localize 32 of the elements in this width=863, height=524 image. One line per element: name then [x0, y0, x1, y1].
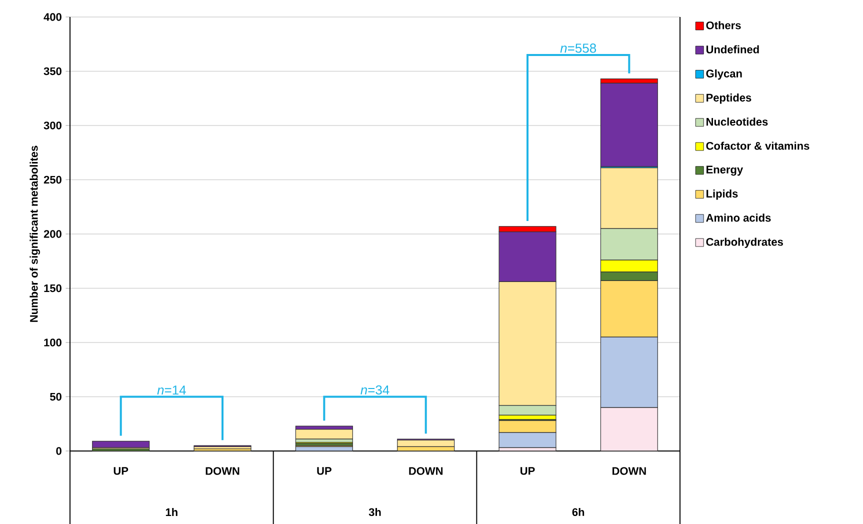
y-tick-label: 0: [56, 447, 62, 455]
legend-label: Carbohydrates: [706, 238, 783, 248]
legend-label: Glycan: [706, 69, 742, 80]
legend-label: Energy: [706, 166, 744, 176]
y-tick-label: 50: [50, 392, 62, 401]
x-tick-label: UP: [114, 467, 128, 475]
legend-label: Cofactor & vitamins: [706, 142, 810, 150]
annotation: n=34: [360, 385, 390, 395]
y-tick-label: 200: [44, 230, 62, 238]
legend-label: Undefined: [706, 45, 759, 54]
y-tick-label: 150: [44, 284, 62, 292]
legend-label: Amino acids: [706, 214, 771, 222]
legend-label: Others: [706, 21, 741, 30]
legend-label: Nucleotides: [706, 118, 768, 126]
x-tick-label: DOWN: [206, 467, 240, 475]
y-tick-label: 400: [44, 13, 62, 21]
x-tick-label: DOWN: [409, 467, 443, 475]
text: 3h: [368, 508, 381, 516]
y-tick-label: 300: [44, 122, 62, 130]
legend-label: Peptides: [706, 93, 752, 104]
legend-label: Lipids: [706, 190, 738, 200]
annotation: n=558: [560, 44, 596, 53]
y-tick-label: 100: [44, 338, 62, 346]
y-tick-label: 350: [44, 67, 62, 76]
annotation: n=14: [157, 386, 186, 395]
text: 1h: [166, 508, 178, 516]
y-tick-label: 250: [44, 176, 62, 184]
x-tick-label: UP: [520, 467, 535, 475]
x-tick-label: UP: [317, 467, 332, 475]
text: 6h: [572, 508, 584, 516]
y-axis-title: Number of significant metabolites: [30, 146, 40, 322]
x-tick-label: DOWN: [612, 467, 646, 475]
